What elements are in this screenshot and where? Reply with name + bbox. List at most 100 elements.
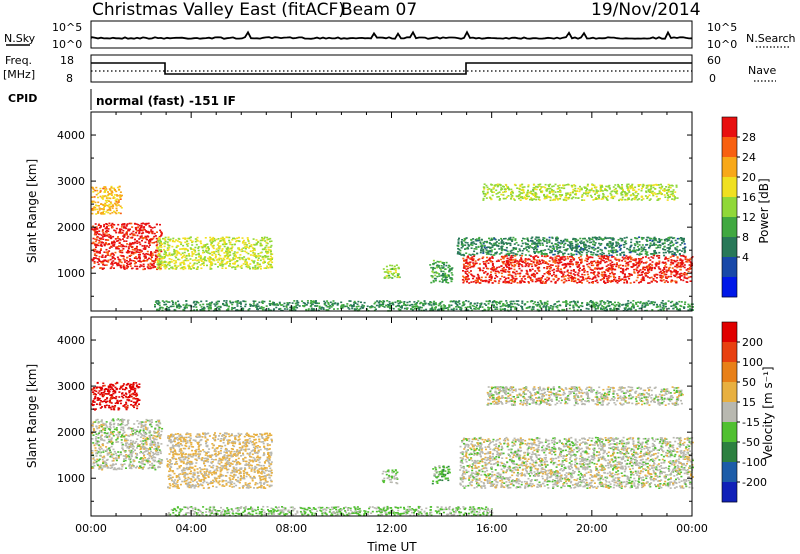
power-cell xyxy=(680,279,682,281)
power-cell xyxy=(636,237,639,240)
power-cell xyxy=(673,252,676,254)
power-cell xyxy=(513,268,516,271)
power-cell xyxy=(608,280,611,282)
power-cell xyxy=(543,253,546,256)
power-cell xyxy=(509,262,512,264)
power-cell xyxy=(109,201,112,203)
power-cell xyxy=(440,274,443,277)
power-cell xyxy=(125,240,128,242)
power-cell xyxy=(136,240,139,242)
power-cell xyxy=(387,270,390,273)
power-cell xyxy=(132,242,134,245)
power-cell xyxy=(205,251,208,253)
power-cell xyxy=(667,239,669,241)
power-cell xyxy=(626,183,629,186)
power-cell xyxy=(102,234,105,236)
power-cell xyxy=(468,264,471,266)
power-cell xyxy=(144,255,147,258)
power-cell xyxy=(225,261,228,264)
power-cell xyxy=(388,306,391,309)
power-cell xyxy=(159,223,161,226)
power-cell xyxy=(555,237,557,240)
power-cell xyxy=(592,252,595,254)
power-cell xyxy=(630,238,633,241)
power-cell xyxy=(238,236,240,239)
power-cell xyxy=(396,300,399,303)
power-cell xyxy=(644,273,647,275)
power-cell xyxy=(651,267,654,270)
power-cell xyxy=(487,267,490,270)
power-cell xyxy=(668,184,671,187)
power-cell xyxy=(167,249,170,251)
power-cell xyxy=(627,264,630,267)
power-cell xyxy=(154,258,157,260)
power-cell xyxy=(650,276,653,279)
power-cell xyxy=(543,301,546,304)
power-cell xyxy=(209,240,212,242)
power-cell xyxy=(621,196,624,199)
power-cell xyxy=(203,257,206,259)
power-cell xyxy=(524,247,527,250)
power-cell xyxy=(175,304,178,307)
power-cell xyxy=(532,272,535,275)
power-cell xyxy=(537,256,540,258)
power-cell xyxy=(626,186,629,188)
power-cell xyxy=(620,244,622,247)
power-cell xyxy=(122,235,125,237)
power-cell xyxy=(562,252,565,255)
power-cell xyxy=(186,245,189,247)
power-cell xyxy=(159,248,162,251)
power-cell xyxy=(122,255,125,257)
power-cell xyxy=(160,260,163,262)
power-cell xyxy=(510,252,513,254)
power-cell xyxy=(564,275,567,277)
power-cell xyxy=(497,282,500,284)
power-cell xyxy=(584,277,587,280)
power-cell xyxy=(514,260,517,262)
power-cell xyxy=(675,303,677,305)
power-cell xyxy=(641,271,644,274)
power-cell xyxy=(116,246,119,248)
power-cell xyxy=(572,269,575,271)
power-cell xyxy=(494,280,497,283)
power-cell xyxy=(447,282,450,284)
power-cell xyxy=(217,266,219,268)
power-cell xyxy=(684,246,686,249)
power-cell xyxy=(581,273,584,276)
power-cell xyxy=(231,262,234,265)
power-cell xyxy=(526,197,529,200)
power-cell xyxy=(254,266,257,269)
power-cell xyxy=(519,272,522,275)
power-cell xyxy=(569,194,572,196)
power-cell xyxy=(537,277,540,280)
power-cell xyxy=(612,197,615,200)
power-cell xyxy=(545,197,548,199)
power-cell xyxy=(370,305,373,307)
power-cell xyxy=(548,277,551,280)
power-cell xyxy=(563,249,566,251)
power-cell xyxy=(168,258,171,260)
power-cell xyxy=(480,302,483,305)
power-cell xyxy=(565,303,568,306)
power-cell xyxy=(495,241,498,243)
power-cell xyxy=(227,305,230,308)
power-cell xyxy=(619,198,622,201)
power-cell xyxy=(223,258,226,261)
power-cell xyxy=(475,306,478,309)
power-cell xyxy=(609,241,612,243)
power-cell xyxy=(635,261,638,264)
power-cell xyxy=(556,239,559,241)
power-cell xyxy=(200,245,203,248)
power-cell xyxy=(590,264,593,267)
power-cell xyxy=(593,249,596,251)
power-cell xyxy=(466,262,469,264)
power-cell xyxy=(576,263,579,265)
power-cell xyxy=(197,247,200,249)
power-cell xyxy=(233,258,236,260)
power-cell xyxy=(511,280,514,283)
power-cell xyxy=(131,248,134,251)
power-cell xyxy=(605,197,608,199)
power-cell xyxy=(141,237,144,239)
power-cell xyxy=(630,250,633,253)
power-cell xyxy=(651,239,654,242)
